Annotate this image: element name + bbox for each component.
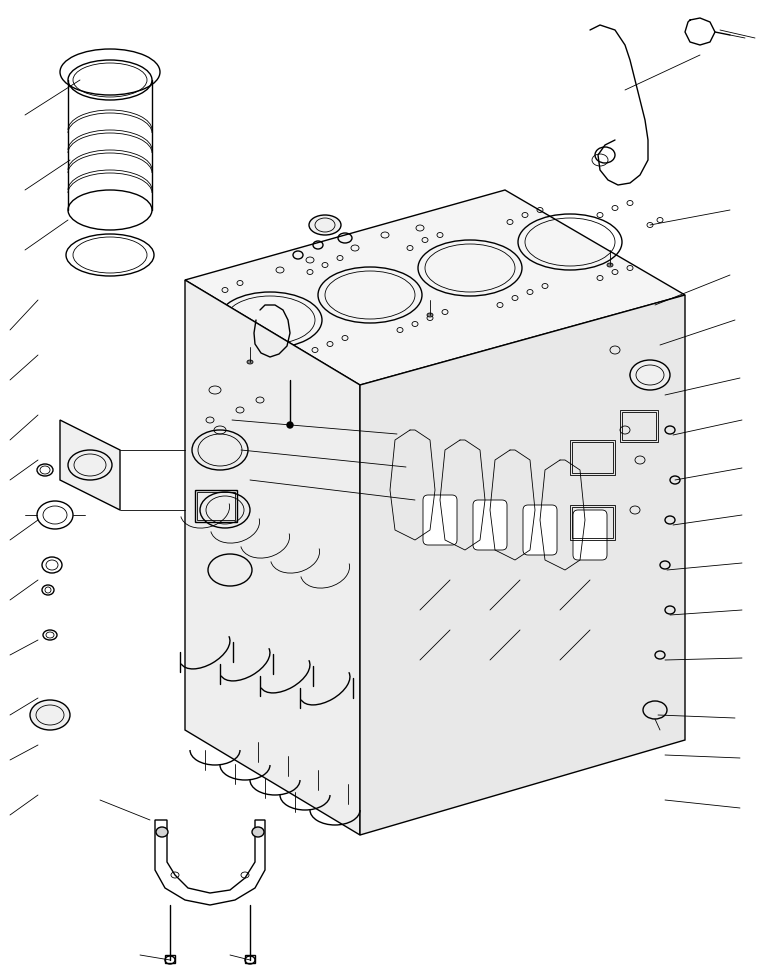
Bar — [195, 490, 237, 522]
Ellipse shape — [165, 956, 175, 964]
Polygon shape — [155, 820, 265, 905]
Bar — [197, 492, 235, 520]
Polygon shape — [185, 280, 360, 835]
Bar — [620, 410, 658, 442]
Bar — [245, 955, 255, 963]
Bar — [570, 440, 615, 475]
Bar — [572, 442, 613, 473]
Ellipse shape — [247, 360, 253, 364]
Ellipse shape — [607, 263, 613, 267]
Bar — [165, 955, 175, 963]
Bar — [572, 507, 613, 538]
Ellipse shape — [30, 700, 70, 730]
Polygon shape — [185, 190, 685, 385]
FancyBboxPatch shape — [573, 510, 607, 560]
FancyBboxPatch shape — [423, 495, 457, 545]
Bar — [622, 412, 656, 440]
Ellipse shape — [252, 827, 264, 837]
Ellipse shape — [287, 422, 293, 428]
Ellipse shape — [156, 827, 168, 837]
Bar — [570, 505, 615, 540]
FancyBboxPatch shape — [523, 505, 557, 555]
Ellipse shape — [309, 215, 341, 235]
Polygon shape — [60, 420, 120, 510]
Ellipse shape — [245, 956, 255, 964]
Ellipse shape — [630, 360, 670, 390]
Ellipse shape — [427, 313, 433, 317]
FancyBboxPatch shape — [473, 500, 507, 550]
Polygon shape — [360, 295, 685, 835]
